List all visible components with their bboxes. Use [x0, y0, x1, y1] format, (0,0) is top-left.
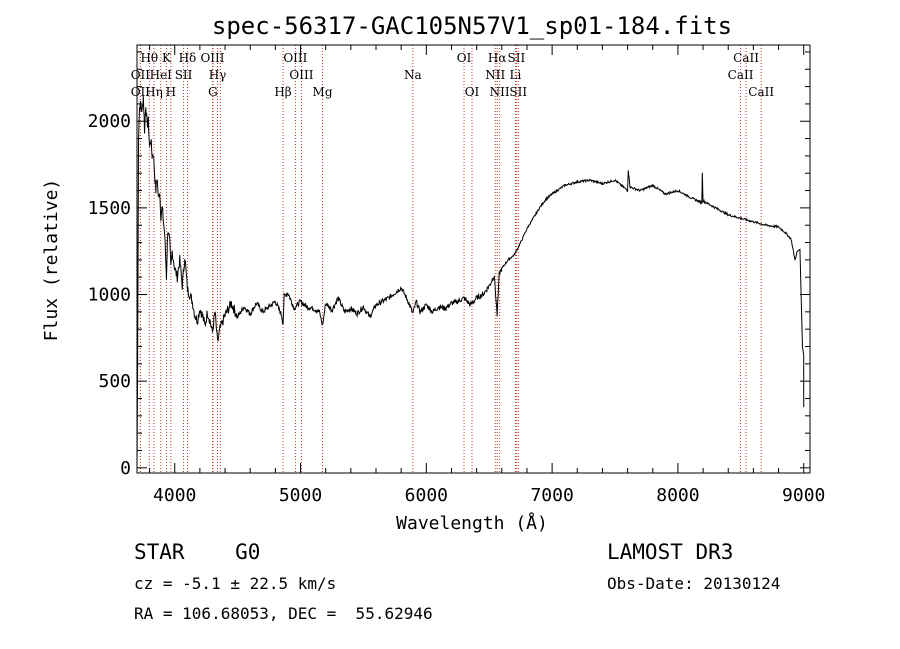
redshift-cz: cz = -5.1 ± 22.5 km/s [134, 574, 337, 593]
x-tick-label: 4000 [153, 485, 196, 506]
chart-title: spec-56317-GAC105N57V1_sp01-184.fits [212, 12, 732, 40]
spectral-line-label-H-delta: Hδ [179, 51, 197, 65]
y-axis-label: Flux (relative) [41, 179, 62, 342]
plot-frame [136, 44, 811, 474]
spectral-lines-layer [139, 45, 762, 473]
spectral-line-label-SII-a: SII [175, 68, 193, 82]
observation-date: Obs-Date: 20130124 [607, 574, 781, 593]
spectral-line-label-NII-a: NII [485, 68, 505, 82]
spectral-line-label-OIII-d: OIII [289, 68, 313, 82]
spectral-line-label-K: K [162, 51, 172, 65]
x-axis-label: Wavelength (Å) [396, 512, 548, 534]
spectral-line-label-OI-a: OI [457, 51, 472, 65]
spectral-line-label-SII-b: SII [508, 51, 526, 65]
spectral-line-label-H-alpha: Hα [488, 51, 507, 65]
spectral-line-label-OIII-c: OIII [283, 51, 307, 65]
spectral-line-label-H-beta: Hβ [274, 85, 291, 99]
x-tick-label: 7000 [530, 485, 573, 506]
spectrum-series-line [136, 95, 805, 468]
x-tick-label: 6000 [405, 485, 448, 506]
spectral-line-label-OII-b: OII [131, 85, 151, 99]
x-tick-label: 5000 [279, 485, 322, 506]
spectral-line-label-Li: Li [509, 68, 521, 82]
y-tick-label: 1500 [88, 198, 131, 219]
spectral-line-label-H-gamma: Hγ [209, 68, 227, 82]
spectral-line-label-H-theta: Hθ [140, 51, 158, 65]
object-class: STAR G0 [134, 540, 261, 564]
spectral-line-label-H-eta: Hη [145, 85, 163, 99]
spectral-line-label-OII: OII [131, 68, 151, 82]
survey-name: LAMOST DR3 [607, 540, 734, 564]
spectral-line-label-NII-b: NII [490, 85, 510, 99]
spectral-line-label-OIII-a: OIII [200, 51, 224, 65]
y-axis-ticks: 0 500 1000 1500 2000 [88, 51, 810, 479]
spectral-line-label-G: G [208, 85, 218, 99]
y-tick-label: 0 [120, 458, 131, 479]
spectral-line-label-SII-c: SII [509, 85, 527, 99]
x-axis-ticks: 4000 5000 6000 7000 8000 9000 [149, 45, 825, 506]
y-tick-label: 1000 [88, 285, 131, 306]
spectral-line-label-HeI: HeI [150, 68, 173, 82]
spectral-line-label-OI-b: OI [465, 85, 480, 99]
spectral-line-label-Na: Na [404, 68, 422, 82]
y-tick-label: 2000 [88, 111, 131, 132]
y-tick-label: 500 [98, 371, 131, 392]
spectral-line-label-CaII-c: CaII [748, 85, 774, 99]
x-tick-label: 9000 [782, 485, 825, 506]
x-tick-label: 8000 [656, 485, 699, 506]
spectral-line-label-CaII-a: CaII [728, 68, 754, 82]
spectral-line-label-CaII-b: CaII [733, 51, 759, 65]
spectral-line-label-H: H [166, 85, 176, 99]
ra-dec: RA = 106.68053, DEC = 55.62946 [134, 604, 433, 623]
spectral-line-label-Mg: Mg [313, 85, 333, 99]
